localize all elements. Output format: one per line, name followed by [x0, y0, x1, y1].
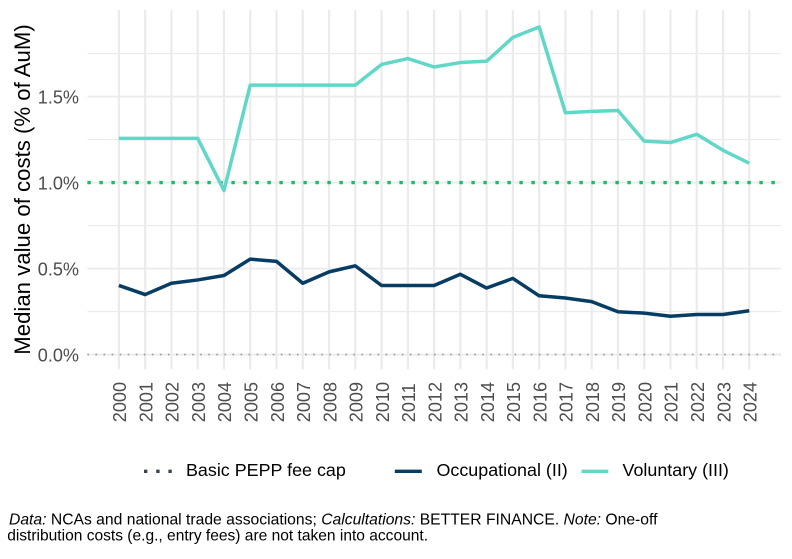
svg-text:2002: 2002: [163, 382, 183, 422]
svg-text:2017: 2017: [557, 382, 577, 422]
svg-text:distribution costs (e.g., entr: distribution costs (e.g., entry fees) ar…: [7, 528, 428, 545]
svg-text:Data: NCAs and national trade: Data: NCAs and national trade associatio…: [9, 512, 658, 529]
svg-text:2023: 2023: [714, 382, 734, 422]
svg-text:2001: 2001: [136, 382, 156, 422]
svg-text:2022: 2022: [688, 382, 708, 422]
svg-text:2008: 2008: [320, 382, 340, 422]
svg-text:2019: 2019: [609, 382, 629, 422]
svg-text:Basic PEPP fee cap: Basic PEPP fee cap: [186, 460, 346, 480]
svg-text:Median value of costs (% of Au: Median value of costs (% of AuM): [10, 24, 35, 355]
svg-text:2012: 2012: [425, 382, 445, 422]
svg-text:2016: 2016: [530, 382, 550, 422]
svg-text:2006: 2006: [268, 382, 288, 422]
svg-text:0.0%: 0.0%: [38, 346, 79, 366]
svg-text:2011: 2011: [399, 383, 419, 422]
svg-text:Occupational (II): Occupational (II): [437, 460, 568, 480]
svg-text:0.5%: 0.5%: [38, 260, 79, 280]
svg-text:2018: 2018: [583, 382, 603, 422]
svg-text:2000: 2000: [110, 382, 130, 422]
svg-text:2009: 2009: [347, 382, 367, 422]
svg-text:2024: 2024: [741, 382, 761, 422]
svg-text:2007: 2007: [294, 382, 314, 422]
svg-text:1.0%: 1.0%: [38, 174, 79, 194]
svg-text:2020: 2020: [635, 382, 655, 422]
svg-text:Voluntary (III): Voluntary (III): [623, 460, 729, 480]
svg-text:2010: 2010: [373, 382, 393, 422]
svg-text:2005: 2005: [241, 382, 261, 422]
svg-text:2013: 2013: [452, 382, 472, 422]
svg-text:2021: 2021: [662, 382, 682, 422]
svg-text:2015: 2015: [504, 382, 524, 422]
svg-text:2003: 2003: [189, 382, 209, 422]
svg-text:2014: 2014: [478, 382, 498, 422]
svg-text:1.5%: 1.5%: [38, 88, 79, 108]
svg-text:2004: 2004: [215, 382, 235, 422]
